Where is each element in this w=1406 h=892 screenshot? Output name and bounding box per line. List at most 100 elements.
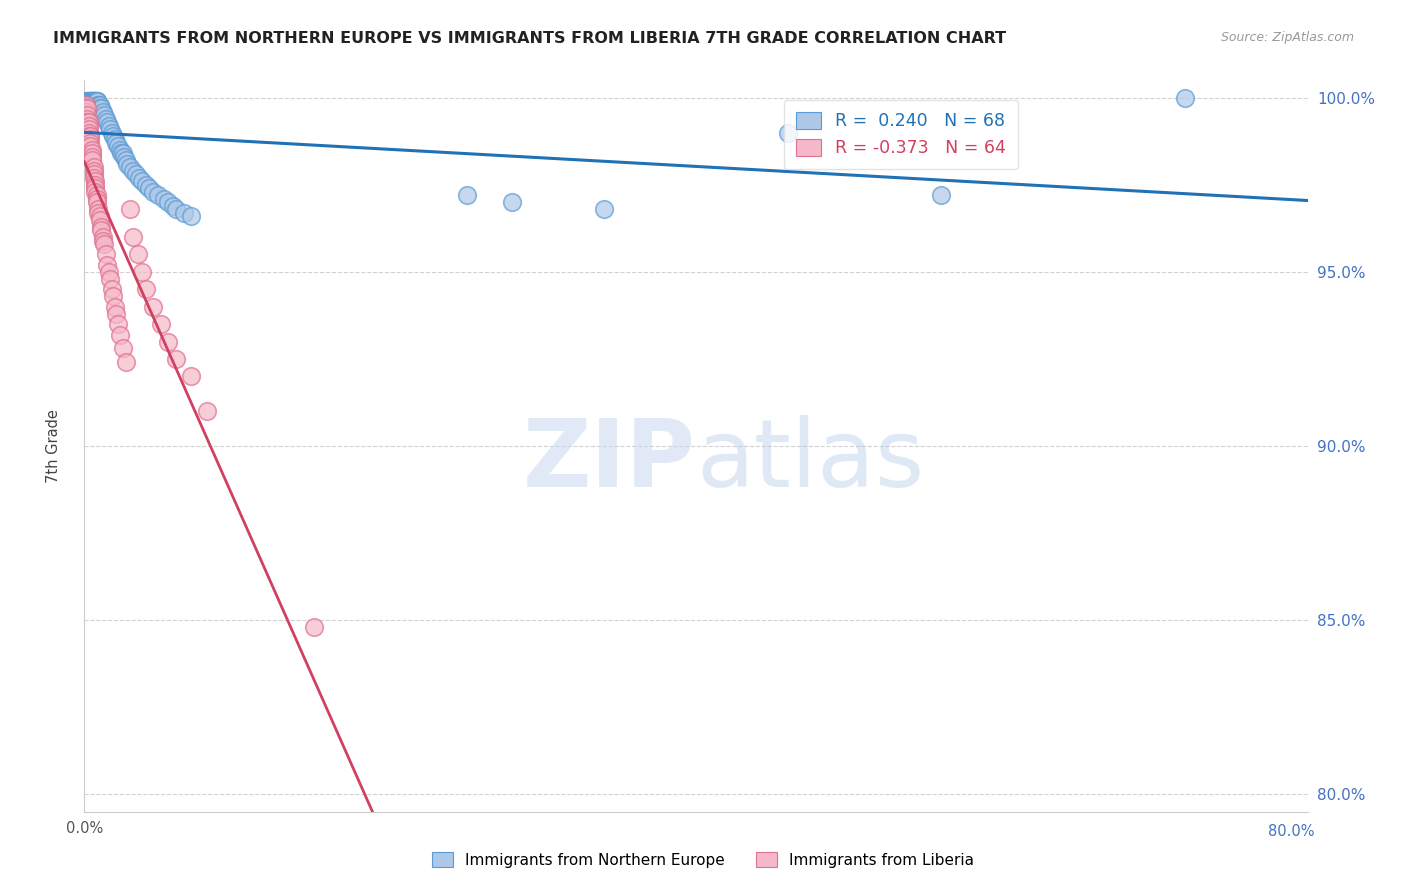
Point — [86, 94, 108, 108]
Point — [108, 143, 131, 157]
Point — [114, 355, 136, 369]
Point — [84, 181, 107, 195]
Point — [76, 115, 98, 129]
Point — [89, 209, 111, 223]
Point — [77, 119, 100, 133]
Point — [76, 108, 98, 122]
Point — [83, 164, 105, 178]
Point — [90, 101, 112, 115]
Point — [104, 132, 127, 146]
Point — [84, 178, 107, 192]
Point — [84, 174, 107, 188]
Point — [80, 94, 103, 108]
Point — [96, 115, 118, 129]
Point — [79, 139, 101, 153]
Point — [107, 139, 129, 153]
Point — [157, 195, 180, 210]
Point — [91, 234, 114, 248]
Point — [98, 272, 121, 286]
Point — [76, 94, 98, 108]
Point — [89, 97, 111, 112]
Point — [105, 307, 128, 321]
Point — [195, 404, 218, 418]
Point — [103, 289, 125, 303]
Point — [90, 223, 112, 237]
Point — [97, 265, 120, 279]
Point — [84, 94, 107, 108]
Point — [128, 170, 150, 185]
Legend: R =  0.240   N = 68, R = -0.373   N = 64: R = 0.240 N = 68, R = -0.373 N = 64 — [785, 100, 1018, 169]
Point — [135, 178, 157, 192]
Point — [77, 122, 100, 136]
Y-axis label: 7th Grade: 7th Grade — [46, 409, 60, 483]
Point — [80, 94, 103, 108]
Point — [93, 108, 115, 122]
Point — [86, 94, 108, 108]
Point — [142, 185, 165, 199]
Point — [149, 317, 172, 331]
Point — [83, 94, 105, 108]
Point — [456, 188, 478, 202]
Point — [90, 219, 112, 234]
Point — [75, 97, 97, 112]
Point — [80, 153, 103, 168]
Point — [138, 181, 160, 195]
Point — [79, 132, 101, 146]
Point — [108, 327, 131, 342]
Point — [91, 230, 114, 244]
Text: atlas: atlas — [696, 415, 924, 507]
Legend: Immigrants from Northern Europe, Immigrants from Liberia: Immigrants from Northern Europe, Immigra… — [425, 845, 981, 875]
Point — [146, 188, 169, 202]
Point — [135, 282, 157, 296]
Point — [80, 150, 103, 164]
Point — [112, 150, 135, 164]
Point — [122, 164, 145, 178]
Point — [87, 205, 110, 219]
Point — [87, 97, 110, 112]
Point — [87, 97, 110, 112]
Point — [115, 157, 138, 171]
Point — [76, 94, 98, 108]
Text: Source: ZipAtlas.com: Source: ZipAtlas.com — [1220, 31, 1354, 45]
Point — [83, 94, 105, 108]
Point — [75, 101, 97, 115]
Point — [131, 265, 153, 279]
Point — [83, 167, 105, 181]
Point — [94, 112, 117, 126]
Point — [84, 185, 107, 199]
Point — [77, 94, 100, 108]
Point — [84, 94, 107, 108]
Point — [162, 199, 184, 213]
Text: ZIP: ZIP — [523, 415, 696, 507]
Point — [79, 128, 101, 143]
Point — [131, 174, 153, 188]
Point — [80, 143, 103, 157]
Point — [105, 136, 128, 150]
Text: IMMIGRANTS FROM NORTHERN EUROPE VS IMMIGRANTS FROM LIBERIA 7TH GRADE CORRELATION: IMMIGRANTS FROM NORTHERN EUROPE VS IMMIG… — [53, 31, 1007, 46]
Point — [86, 195, 108, 210]
Point — [79, 94, 101, 108]
Point — [776, 126, 799, 140]
Point — [104, 300, 127, 314]
Point — [101, 282, 124, 296]
Point — [97, 119, 120, 133]
Point — [86, 94, 108, 108]
Point — [75, 94, 97, 108]
Point — [96, 258, 118, 272]
Point — [80, 146, 103, 161]
Point — [165, 351, 187, 366]
Point — [107, 317, 129, 331]
Point — [86, 188, 108, 202]
Point — [122, 230, 145, 244]
Point — [157, 334, 180, 349]
Point — [91, 104, 114, 119]
Point — [103, 128, 125, 143]
Point — [77, 94, 100, 108]
Point — [98, 122, 121, 136]
Point — [111, 146, 134, 161]
Point — [142, 300, 165, 314]
Point — [101, 126, 124, 140]
Point — [86, 192, 108, 206]
Point — [80, 94, 103, 108]
Point — [77, 115, 100, 129]
